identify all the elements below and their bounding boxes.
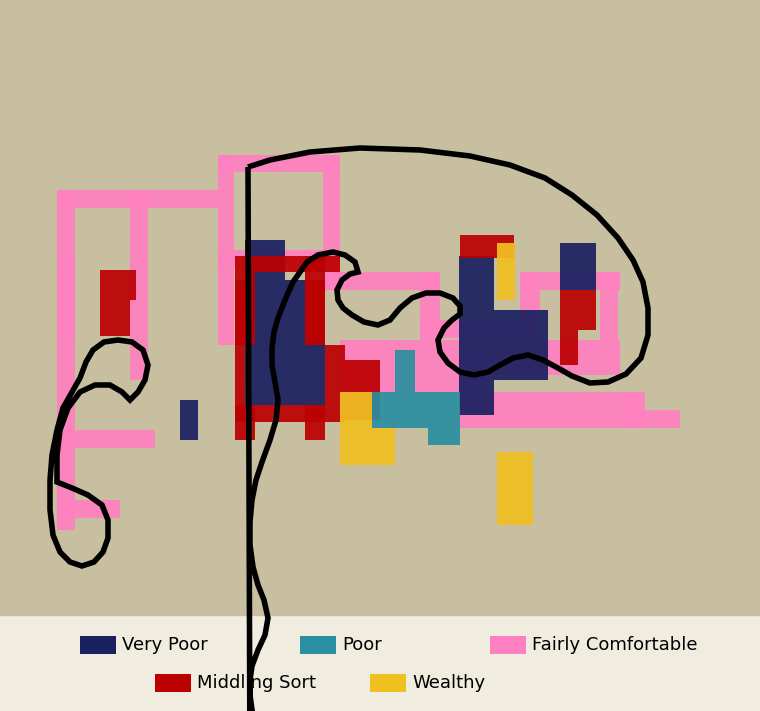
- Bar: [420, 272, 440, 340]
- Bar: [118, 270, 136, 300]
- Bar: [340, 375, 490, 392]
- Bar: [340, 340, 620, 358]
- Bar: [325, 345, 345, 405]
- Bar: [459, 256, 476, 310]
- Bar: [245, 280, 265, 345]
- Bar: [57, 190, 130, 208]
- Bar: [578, 290, 596, 330]
- Bar: [218, 250, 340, 267]
- Bar: [497, 452, 515, 525]
- Bar: [372, 428, 395, 465]
- Bar: [460, 410, 680, 428]
- Bar: [323, 272, 440, 290]
- Bar: [245, 240, 265, 280]
- Bar: [345, 380, 380, 400]
- Text: Fairly Comfortable: Fairly Comfortable: [532, 636, 698, 654]
- Text: Wealthy: Wealthy: [412, 674, 485, 692]
- Bar: [57, 455, 75, 530]
- Bar: [57, 190, 75, 260]
- Bar: [235, 272, 255, 345]
- Bar: [625, 392, 645, 428]
- Bar: [155, 674, 191, 692]
- Bar: [100, 270, 118, 300]
- Bar: [57, 430, 155, 448]
- Bar: [340, 428, 372, 465]
- Bar: [395, 350, 415, 392]
- Bar: [305, 345, 325, 405]
- Bar: [235, 405, 255, 440]
- Bar: [476, 310, 494, 345]
- Bar: [530, 345, 548, 380]
- Bar: [496, 235, 514, 258]
- Text: Poor: Poor: [342, 636, 382, 654]
- Bar: [578, 243, 596, 290]
- Text: Middling Sort: Middling Sort: [197, 674, 316, 692]
- Bar: [80, 636, 116, 654]
- Bar: [235, 345, 245, 405]
- Bar: [235, 280, 245, 345]
- Bar: [285, 345, 305, 405]
- Bar: [57, 260, 75, 340]
- Bar: [478, 235, 496, 258]
- Bar: [300, 636, 336, 654]
- Bar: [57, 500, 120, 518]
- Bar: [476, 345, 494, 380]
- Bar: [305, 405, 325, 440]
- Bar: [265, 240, 285, 280]
- Bar: [372, 410, 460, 428]
- Bar: [512, 310, 530, 345]
- Bar: [372, 392, 460, 410]
- Text: Very Poor: Very Poor: [122, 636, 207, 654]
- Bar: [235, 256, 340, 272]
- Bar: [459, 380, 476, 415]
- Bar: [218, 155, 340, 172]
- Bar: [428, 428, 460, 445]
- Bar: [560, 330, 578, 365]
- Bar: [370, 674, 406, 692]
- Bar: [530, 310, 548, 345]
- Bar: [0, 0, 760, 615]
- Bar: [459, 310, 476, 345]
- Bar: [520, 272, 540, 340]
- Bar: [476, 380, 494, 415]
- Bar: [100, 300, 130, 318]
- Bar: [180, 400, 198, 440]
- Bar: [323, 155, 340, 290]
- Bar: [459, 345, 476, 380]
- Bar: [512, 345, 530, 380]
- Bar: [497, 243, 515, 300]
- Bar: [218, 155, 234, 345]
- Bar: [345, 400, 380, 420]
- Bar: [265, 280, 285, 345]
- Bar: [305, 256, 325, 345]
- Bar: [560, 290, 578, 330]
- Bar: [265, 345, 285, 405]
- Bar: [490, 636, 526, 654]
- Bar: [245, 345, 265, 405]
- Bar: [460, 392, 640, 410]
- Bar: [460, 235, 478, 258]
- Bar: [494, 310, 512, 345]
- Bar: [560, 243, 578, 290]
- Bar: [57, 260, 75, 455]
- Bar: [130, 190, 218, 208]
- Bar: [285, 280, 305, 345]
- Bar: [305, 280, 325, 345]
- Bar: [235, 405, 345, 422]
- Bar: [340, 358, 620, 375]
- Bar: [420, 320, 540, 338]
- Bar: [476, 256, 494, 310]
- Bar: [494, 345, 512, 380]
- Bar: [100, 318, 130, 336]
- Bar: [600, 272, 618, 340]
- Bar: [340, 392, 372, 428]
- Bar: [520, 272, 620, 290]
- Bar: [345, 360, 380, 380]
- Bar: [130, 190, 148, 380]
- Bar: [515, 452, 533, 525]
